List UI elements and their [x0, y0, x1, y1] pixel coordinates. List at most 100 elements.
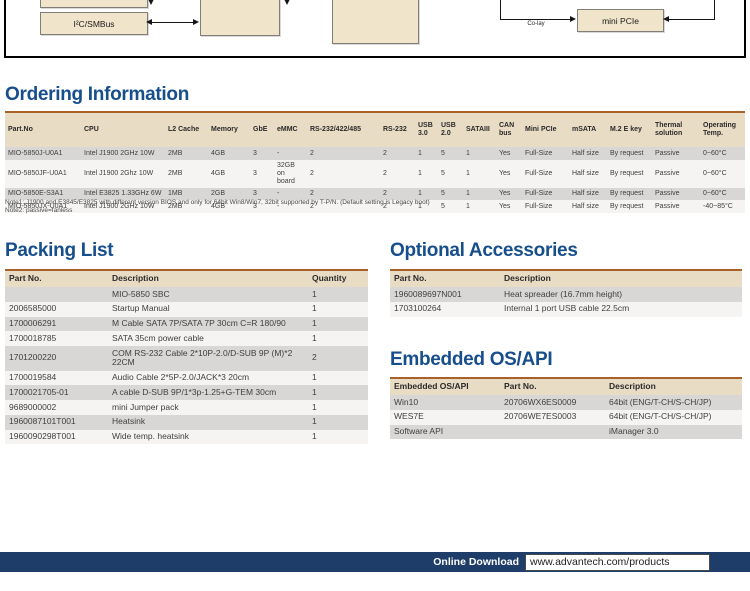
- download-url-box: www.advantech.com/products: [525, 553, 710, 571]
- column-header: Memory: [208, 111, 250, 147]
- table-cell: 2: [383, 169, 387, 177]
- table-cell: 1: [418, 149, 422, 157]
- table-row: MIO-5850 SBC 1: [5, 287, 368, 302]
- column-header: L2 Cache: [165, 111, 208, 147]
- table-cell: Intel J1900 2Ghz 10W: [84, 169, 154, 177]
- section-title-packing-list: Packing List: [5, 240, 114, 261]
- table-cell: 1: [312, 416, 317, 427]
- table-cell: Full-Size: [525, 169, 553, 177]
- table-cell: Win10: [394, 396, 419, 407]
- arrowhead-left-icon: [146, 19, 152, 25]
- table-cell: 2MB: [168, 202, 183, 210]
- table-row: 1960090298T001 Wide temp. heatsink 1: [5, 429, 368, 445]
- table-cell: 1MB: [168, 190, 183, 198]
- column-header: Mini PCIe: [522, 111, 569, 147]
- table-cell: By request: [610, 149, 644, 157]
- diagram-box-gpio-lpc: GPIO/LPC: [40, 0, 148, 8]
- table-row: Win10 20706WX6ES0009 64bit (ENG/T-CH/S-CH/…: [390, 395, 742, 410]
- diagram-box-cutoff-1: [200, 0, 280, 36]
- table-cell: By request: [610, 202, 644, 210]
- arrowhead-left-icon: [663, 16, 669, 22]
- table-row: MIO-5850E-S3A1 Intel E3825 1.33GHz 6W 1MB 2…: [5, 187, 745, 201]
- diagram-box-mini-pcie: mini PCIe: [577, 9, 664, 32]
- column-header: Operating Temp.: [700, 111, 745, 147]
- table-cell: Full-Size: [525, 149, 553, 157]
- column-header: Thermal solution: [652, 111, 700, 147]
- table-cell: Audio Cable 2*5P-2.0/JACK*3 20cm: [112, 372, 250, 383]
- table-cell: Heat spreader (16.7mm height): [504, 288, 623, 299]
- table-row: Software API iManager 3.0: [390, 424, 742, 440]
- table-cell: 1700021705-01: [9, 386, 69, 397]
- column-header: CAN bus: [496, 111, 522, 147]
- table-cell: Full-Size: [525, 190, 553, 198]
- diagram-frame-bottom: [4, 56, 746, 58]
- table-cell: 1: [418, 169, 422, 177]
- table-cell: 1: [312, 386, 317, 397]
- section-title-ordering-information: Ordering Information: [5, 84, 190, 105]
- table-row: MIO-5850JF-U0A1 Intel J1900 2Ghz 10W 2MB 4G…: [5, 159, 745, 188]
- column-header: Embedded OS/API: [390, 377, 500, 395]
- table-cell: MIO-5850J-U0A1: [8, 149, 63, 157]
- table-cell: 9689000002: [9, 401, 57, 412]
- table-cell: 20706WX6ES0009: [504, 396, 577, 407]
- table-cell: 1960089697N001: [394, 288, 462, 299]
- table-cell: COM RS-232 Cable 2*10P-2.0/D-SUB 9P (M)*…: [112, 347, 293, 368]
- table-row: 1960087101T001 Heatsink 1: [5, 414, 368, 430]
- table-cell: Yes: [499, 190, 511, 198]
- table-cell: Intel J1900 2GHz 10W: [84, 202, 155, 210]
- colay-connector-horizontal: [500, 19, 572, 20]
- table-cell: 2MB: [168, 169, 183, 177]
- column-header: Description: [605, 377, 742, 395]
- table-header-row: Embedded OS/API Part No. Description: [390, 377, 742, 395]
- embedded-os-api-table: Embedded OS/API Part No. Description Win10 2…: [390, 377, 742, 440]
- table-cell: 1: [466, 190, 470, 198]
- table-cell: MIO-5850 SBC: [112, 288, 170, 299]
- table-cell: 1: [312, 431, 317, 442]
- table-cell: 2: [310, 202, 314, 210]
- table-cell: 0~60°C: [703, 169, 727, 177]
- table-row: 2006585000 Startup Manual 1: [5, 301, 368, 317]
- table-cell: 1: [312, 332, 317, 343]
- table-cell: 5: [441, 149, 445, 157]
- right-connector-horizontal: [668, 19, 715, 20]
- table-cell: Wide temp. heatsink: [112, 431, 190, 442]
- table-cell: 4GB: [211, 202, 226, 210]
- table-cell: 1960087101T001: [9, 416, 76, 427]
- table-cell: Passive: [655, 149, 680, 157]
- table-cell: Startup Manual: [112, 303, 170, 314]
- table-cell: A cable D-SUB 9P/1*3p-1.25+G-TEM 30cm: [112, 386, 277, 397]
- table-cell: Passive: [655, 190, 680, 198]
- table-cell: Passive: [655, 169, 680, 177]
- table-row: MIO-5850J-U0A1 Intel J1900 2GHz 10W 2MB 4GB…: [5, 147, 745, 160]
- table-header-row: Part No. Description Quantity: [5, 269, 368, 287]
- section-title-optional-accessories: Optional Accessories: [390, 240, 578, 261]
- table-cell: 1960090298T001: [9, 431, 76, 442]
- table-cell: Yes: [499, 202, 511, 210]
- table-cell: Full-Size: [525, 202, 553, 210]
- table-cell: 1701200220: [9, 352, 57, 363]
- table-cell: Half size: [572, 169, 599, 177]
- arrow-i2c-to-box: [150, 22, 197, 23]
- note-1: Note1: J1900 and E3845/E3825 with differ…: [5, 199, 430, 206]
- table-cell: MIO-5850JX-U0A1: [8, 202, 68, 210]
- column-header: RS-232/422/485: [307, 111, 380, 147]
- table-cell: mini Jumper pack: [112, 401, 179, 412]
- co-lay-label: Co-lay: [527, 21, 545, 27]
- column-header: M.2 E key: [607, 111, 652, 147]
- table-cell: Yes: [499, 149, 511, 157]
- arrowhead-right-icon: [570, 16, 576, 22]
- table-cell: 1700019584: [9, 372, 57, 383]
- table-cell: -: [277, 149, 280, 157]
- table-row: 1960089697N001 Heat spreader (16.7mm heig…: [390, 287, 742, 302]
- table-cell: 2: [383, 190, 387, 198]
- table-row: MIO-5850JX-U0A1 Intel J1900 2GHz 10W 2MB 4G…: [5, 200, 745, 214]
- table-cell: Heatsink: [112, 416, 146, 427]
- table-row: 1701200220 COM RS-232 Cable 2*10P-2.0/D-S…: [5, 346, 368, 371]
- table-cell: SATA 35cm power cable: [112, 332, 204, 343]
- table-cell: [500, 425, 605, 440]
- table-header-row: Part No. Description: [390, 269, 742, 287]
- ordering-notes: Note1: J1900 and E3845/E3825 with differ…: [5, 199, 605, 215]
- table-cell: 1: [418, 202, 422, 210]
- column-header: USB 2.0: [438, 111, 463, 147]
- table-header-row: Part.No CPU L2 Cache Memory GbE eMMC RS-232/42…: [5, 111, 745, 147]
